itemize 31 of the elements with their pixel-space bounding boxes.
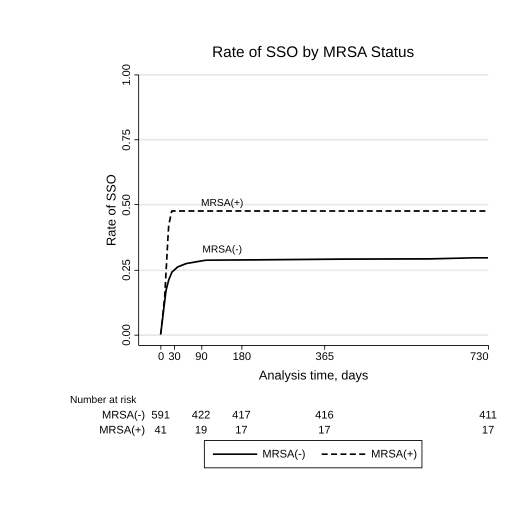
y-tick-label: 0.75 [121, 129, 134, 151]
legend-label: MRSA(-) [262, 448, 306, 461]
x-tick-label: 90 [195, 350, 208, 363]
x-tick-label: 0 [158, 350, 164, 363]
y-tick-label: 1.00 [121, 64, 134, 86]
text: 17 [318, 424, 331, 437]
text: MRSA(-) [102, 409, 146, 422]
text: 422 [192, 409, 210, 422]
text: Number at risk [70, 394, 138, 406]
text: 417 [232, 409, 251, 422]
x-axis-title: Analysis time, days [258, 368, 368, 383]
text: 416 [315, 409, 334, 422]
legend-label: MRSA(+) [371, 448, 418, 461]
y-tick-label: 0.50 [121, 194, 134, 216]
text: 19 [194, 424, 208, 437]
x-tick-label: 730 [470, 350, 489, 363]
y-tick-label: 0.00 [121, 324, 134, 346]
text: 17 [235, 424, 248, 437]
text: MRSA(+) [201, 198, 244, 209]
y-tick-label: 0.25 [121, 259, 134, 281]
text: MRSA(-) [202, 244, 242, 256]
text: MRSA(+) [99, 424, 146, 437]
x-tick-label: 30 [168, 350, 181, 363]
x-tick-label: 365 [316, 350, 334, 363]
text: 17 [482, 424, 494, 437]
text: 411 [479, 409, 497, 422]
x-tick-label: 180 [232, 350, 252, 363]
y-axis-title: Rate of SSO [104, 174, 119, 246]
text: 41 [154, 424, 167, 437]
text: 591 [151, 409, 170, 422]
chart-title: Rate of SSO by MRSA Status [212, 44, 415, 61]
